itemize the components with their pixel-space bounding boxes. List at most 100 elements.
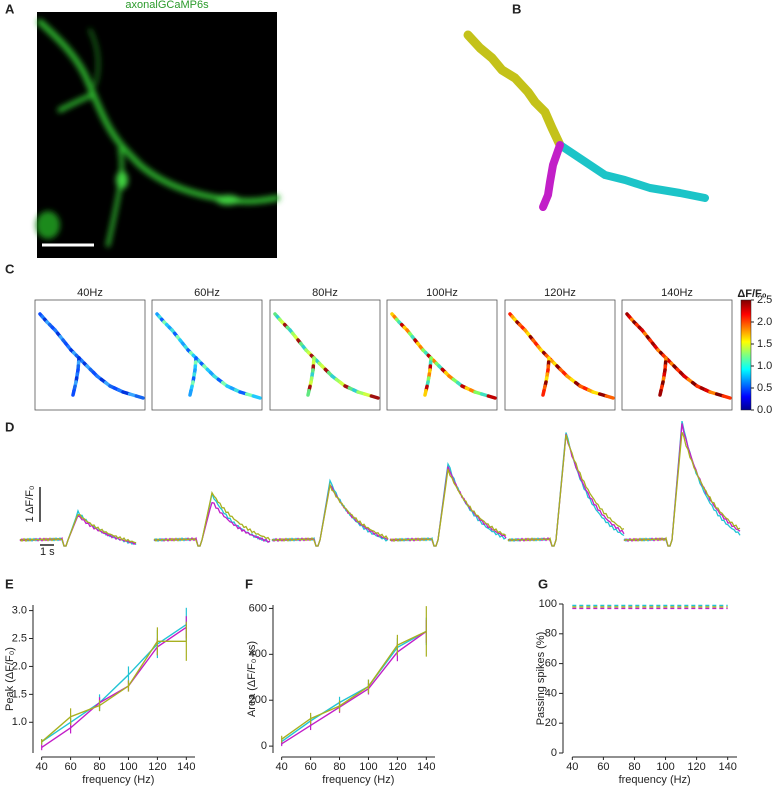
y-axis-title: Area (ΔF/F₀ xs): [246, 641, 258, 717]
scale-bar-x-label: 1 s: [40, 546, 55, 558]
x-tick-label: 40: [566, 761, 578, 773]
panel-label: A: [5, 1, 15, 16]
branch-pixels: [486, 394, 497, 400]
heatmap-title: 140Hz: [661, 287, 693, 299]
series-line: [41, 640, 187, 743]
trace: [153, 491, 271, 547]
axes: [272, 605, 435, 758]
series-line: [281, 630, 427, 740]
y-axis-title: Peak (ΔF/F₀): [4, 647, 16, 711]
panel-label: C: [5, 261, 15, 276]
y-tick-label: 600: [249, 602, 267, 614]
y-axis-title: Passing spikes (%): [535, 632, 547, 726]
axes: [32, 605, 195, 758]
x-tick-label: 100: [359, 761, 377, 773]
panel-label: E: [5, 576, 14, 591]
trace: [271, 483, 389, 547]
y-tick-label: 0: [261, 740, 267, 752]
y-tick-label: 400: [249, 648, 267, 660]
trace: [271, 482, 389, 547]
y-tick-label: 200: [249, 694, 267, 706]
trace: [153, 491, 271, 547]
branch-pixels: [423, 388, 428, 397]
y-tick-label: 0: [551, 747, 557, 759]
x-tick-label: 80: [628, 761, 640, 773]
y-tick-label: 3.0: [12, 604, 27, 616]
heatmap-title: 100Hz: [426, 287, 458, 299]
branch-pixels: [658, 388, 663, 397]
panel-label: F: [245, 576, 253, 591]
colorbar: [740, 299, 752, 411]
branch-pixels: [306, 388, 311, 397]
trace: [507, 433, 625, 547]
x-tick-label: 120: [148, 761, 166, 773]
branch-pixels: [721, 394, 732, 400]
panel-c: [740, 299, 752, 411]
trace: [507, 432, 625, 547]
x-axis-title: frequency (Hz): [322, 774, 394, 786]
trace: [389, 462, 507, 547]
branch-pixels: [251, 394, 262, 400]
trace: [19, 514, 137, 547]
x-tick-label: 100: [119, 761, 137, 773]
x-tick-label: 140: [177, 761, 195, 773]
colorbar-tick-label: 0.5: [757, 382, 772, 394]
y-tick-label: 1.5: [12, 688, 27, 700]
branch-pixels: [541, 388, 546, 397]
x-tick-label: 60: [597, 761, 609, 773]
heatmap-frame: [621, 299, 733, 411]
axes: [562, 604, 737, 758]
x-tick-label: 140: [417, 761, 435, 773]
colorbar-tick-label: 1.0: [757, 360, 772, 372]
panel-a: axonalGCaMP6s: [36, 0, 280, 258]
y-tick-label: 2.5: [12, 632, 27, 644]
trace: [19, 514, 137, 547]
x-tick-label: 140: [718, 761, 736, 773]
heatmap-title: 80Hz: [312, 287, 338, 299]
trace: [507, 434, 625, 547]
series-line: [41, 626, 187, 748]
colorbar-tick-label: 0.0: [757, 404, 772, 416]
heatmap-title: 120Hz: [544, 287, 576, 299]
x-tick-label: 40: [36, 761, 48, 773]
branch-pixels: [71, 388, 76, 397]
y-tick-label: 1.0: [12, 716, 27, 728]
trace: [623, 432, 741, 547]
x-tick-label: 80: [333, 761, 345, 773]
scale-bar-y-label: 1 ΔF/F₀: [24, 486, 36, 523]
panel-label: G: [538, 576, 548, 591]
series-line: [281, 630, 427, 745]
branch-pixels: [369, 394, 380, 400]
x-tick-label: 40: [276, 761, 288, 773]
y-tick-label: 60: [545, 658, 557, 670]
axon-fluorescence: [36, 19, 280, 247]
y-tick-label: 80: [545, 628, 557, 640]
trace: [389, 466, 507, 547]
y-tick-label: 100: [539, 598, 557, 610]
panel-label: D: [5, 419, 14, 434]
branch-pixels: [134, 394, 145, 400]
image-title: axonalGCaMP6s: [125, 0, 209, 11]
x-tick-label: 60: [64, 761, 76, 773]
heatmap-title: 40Hz: [77, 287, 103, 299]
x-tick-label: 100: [656, 761, 674, 773]
y-tick-label: 20: [545, 717, 557, 729]
series-line: [281, 630, 427, 743]
y-tick-label: 40: [545, 687, 557, 699]
trace: [623, 423, 741, 547]
x-tick-label: 60: [304, 761, 316, 773]
colorbar-tick-label: 2.0: [757, 316, 772, 328]
x-axis-title: frequency (Hz): [82, 774, 154, 786]
branch-pixels: [604, 394, 615, 400]
panel-label: B: [512, 1, 521, 16]
trace: [271, 478, 389, 547]
heatmap-title: 60Hz: [194, 287, 220, 299]
branch-pixels: [188, 388, 193, 397]
colorbar-tick-label: 2.5: [757, 294, 772, 306]
trace: [623, 420, 741, 547]
x-axis-title: frequency (Hz): [619, 774, 691, 786]
micrograph: [37, 12, 277, 258]
panel-b-skeleton: [463, 30, 709, 211]
x-tick-label: 120: [687, 761, 705, 773]
